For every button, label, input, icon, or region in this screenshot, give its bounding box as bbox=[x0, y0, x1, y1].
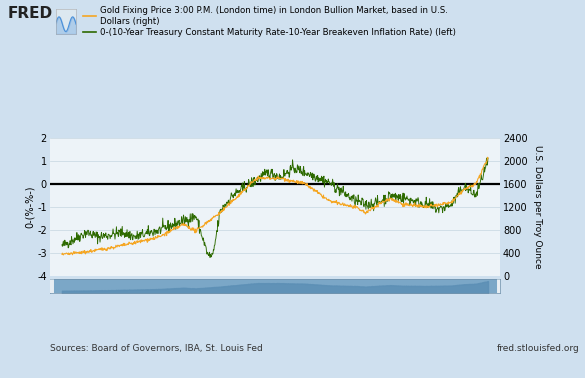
Y-axis label: 0-(%-%-): 0-(%-%-) bbox=[25, 186, 35, 228]
Text: Sources: Board of Governors, IBA, St. Louis Fed: Sources: Board of Governors, IBA, St. Lo… bbox=[50, 344, 263, 353]
Text: FRED: FRED bbox=[8, 6, 53, 21]
Legend: Gold Fixing Price 3:00 P.M. (London time) in London Bullion Market, based in U.S: Gold Fixing Price 3:00 P.M. (London time… bbox=[83, 6, 456, 37]
Y-axis label: U.S. Dollars per Troy Ounce: U.S. Dollars per Troy Ounce bbox=[533, 145, 542, 269]
Text: fred.stlouisfed.org: fred.stlouisfed.org bbox=[497, 344, 579, 353]
